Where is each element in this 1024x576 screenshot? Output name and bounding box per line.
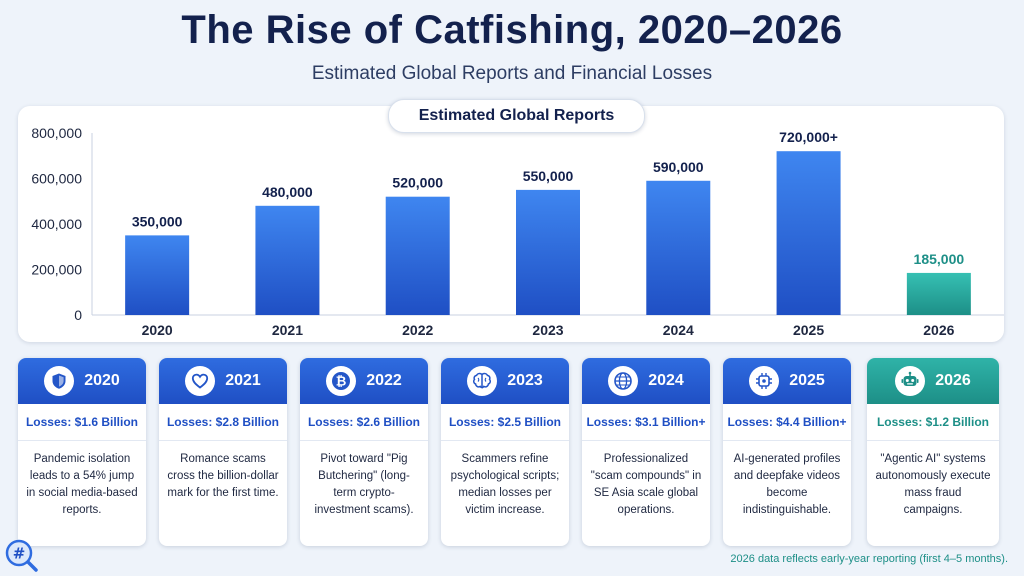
heart-icon	[185, 366, 216, 396]
ai-chip-icon	[749, 366, 780, 396]
card-year: 2025	[789, 372, 825, 389]
card-year: 2024	[648, 372, 684, 389]
card-year: 2020	[84, 372, 120, 389]
page-subtitle: Estimated Global Reports and Financial L…	[311, 63, 713, 84]
card-header: 2024	[582, 358, 710, 404]
y-tick-label: 200,000	[31, 262, 82, 278]
card-losses: Losses: $2.5 Billion	[441, 404, 569, 441]
bar-2020	[125, 235, 190, 315]
bar-2023	[516, 189, 580, 315]
card-header: 2020	[18, 358, 146, 404]
data-label-2020: 350,000	[132, 213, 183, 229]
card-losses: Losses: $3.1 Billion+	[582, 404, 710, 441]
x-tick-label-2020: 2020	[142, 322, 173, 338]
card-year: 2023	[507, 372, 543, 389]
card-description: AI-generated profiles and deepfake video…	[733, 453, 841, 516]
year-card-2026: 2026 Losses: $1.2 Billion "Agentic AI" s…	[867, 358, 999, 546]
card-header: ₿ 2022	[300, 358, 428, 404]
year-card-2021: 2021 Losses: $2.8 Billion Romance scams …	[159, 358, 287, 546]
footnote: 2026 data reflects early-year reporting …	[730, 553, 1008, 565]
bitcoin-icon: ₿	[326, 366, 357, 396]
year-card-2023: 2023 Losses: $2.5 Billion Scammers refin…	[441, 358, 569, 546]
card-description: Pivot toward "Pig Butchering" (long-term…	[314, 453, 414, 516]
robot-icon	[895, 366, 926, 396]
card-header: 2021	[159, 358, 287, 404]
bar-2024	[646, 180, 711, 315]
data-label-2026: 185,000	[914, 251, 965, 267]
year-card-2020: 2020 Losses: $1.6 Billion Pandemic isola…	[18, 358, 146, 546]
data-label-2024: 590,000	[653, 159, 704, 175]
x-tick-label-2022: 2022	[402, 322, 433, 338]
bar-2022	[385, 196, 450, 315]
card-header: 2023	[441, 358, 569, 404]
x-tick-label-2021: 2021	[272, 322, 303, 338]
card-description: Romance scams cross the billion-dollar m…	[167, 453, 279, 499]
card-losses: Losses: $1.2 Billion	[867, 404, 999, 441]
y-tick-label: 800,000	[31, 125, 82, 141]
x-tick-label-2025: 2025	[793, 322, 824, 338]
data-label-2021: 480,000	[262, 184, 313, 200]
card-year: 2022	[366, 372, 402, 389]
y-tick-label: 600,000	[31, 171, 82, 187]
hashtag-search-logo-icon: #	[5, 539, 38, 572]
card-description: Professionalized "scam compounds" in SE …	[590, 453, 702, 516]
year-card-2025: 2025 Losses: $4.4 Billion+ AI-generated …	[723, 358, 851, 546]
year-card-2024: 2024 Losses: $3.1 Billion+ Professionali…	[582, 358, 710, 546]
y-tick-label: 0	[74, 307, 82, 323]
card-description: Pandemic isolation leads to a 54% jump i…	[26, 453, 138, 516]
bar-2025	[776, 151, 841, 315]
card-year: 2026	[935, 372, 971, 389]
card-year: 2021	[225, 372, 261, 389]
data-label-2023: 550,000	[523, 168, 574, 184]
y-tick-label: 400,000	[31, 216, 82, 232]
card-losses: Losses: $4.4 Billion+	[723, 404, 851, 441]
data-label-2025: 720,000+	[779, 129, 838, 145]
card-description: "Agentic AI" systems autonomously execut…	[875, 453, 991, 516]
card-description: Scammers refine psychological scripts; m…	[450, 453, 560, 516]
x-tick-label-2024: 2024	[663, 322, 694, 338]
bar-2021	[255, 205, 320, 315]
bar-2026	[906, 272, 971, 315]
card-losses: Losses: $1.6 Billion	[18, 404, 146, 441]
year-card-2022: ₿ 2022 Losses: $2.6 Billion Pivot toward…	[300, 358, 428, 546]
globe-icon	[608, 366, 639, 396]
data-label-2022: 520,000	[392, 175, 443, 191]
card-losses: Losses: $2.8 Billion	[159, 404, 287, 441]
card-header: 2026	[867, 358, 999, 404]
chart-title: Estimated Global Reports	[388, 99, 645, 133]
x-tick-label-2023: 2023	[532, 322, 563, 338]
svg-text:₿: ₿	[336, 375, 347, 390]
card-header: 2025	[723, 358, 851, 404]
svg-text:#: #	[13, 545, 26, 563]
page-title: The Rise of Catfishing, 2020–2026	[181, 8, 843, 52]
card-losses: Losses: $2.6 Billion	[300, 404, 428, 441]
shield-icon	[44, 366, 75, 396]
x-tick-label-2026: 2026	[923, 322, 954, 338]
brain-icon	[467, 366, 498, 396]
